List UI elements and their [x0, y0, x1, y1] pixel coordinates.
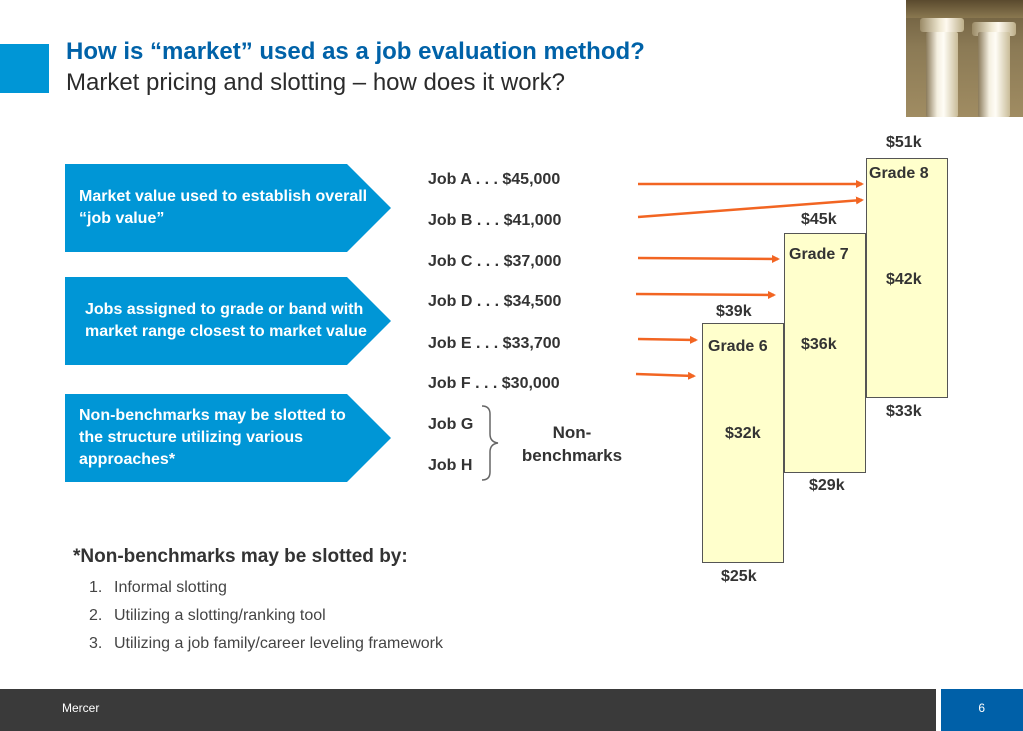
- grade-6-min: $25k: [721, 568, 757, 585]
- grade-6-name: Grade 6: [708, 338, 768, 355]
- slide-subtitle: Market pricing and slotting – how does i…: [66, 69, 565, 96]
- grade-8-mid: $42k: [886, 271, 922, 288]
- notes-list: 1. Informal slotting 2. Utilizing a slotti…: [89, 578, 443, 662]
- job-g-label: Job G: [428, 416, 474, 433]
- callout-grade-assignment: Jobs assigned to grade or band with mark…: [65, 277, 391, 365]
- brace-icon: [481, 405, 499, 481]
- grade-7-mid: $36k: [801, 336, 837, 353]
- callout-text: Market value used to establish overall “…: [79, 188, 368, 227]
- grade-8-name: Grade 8: [869, 165, 929, 182]
- grade-7-name: Grade 7: [789, 246, 849, 263]
- arrow-job-c: [637, 254, 780, 263]
- accent-square: [0, 44, 49, 93]
- job-h-label: Job H: [428, 457, 473, 474]
- grade-7-max: $45k: [801, 211, 837, 228]
- grade-6-max: $39k: [716, 303, 752, 320]
- callout-market-value: Market value used to establish overall “…: [65, 164, 391, 252]
- callout-text: Non-benchmarks may be slotted to the str…: [79, 407, 346, 468]
- non-benchmarks-label: Non-benchmarks: [521, 423, 623, 465]
- job-d-label: Job D . . . $34,500: [428, 293, 562, 310]
- list-item: 2. Utilizing a slotting/ranking tool: [89, 607, 326, 624]
- arrow-job-f: [635, 371, 696, 380]
- list-item: 1. Informal slotting: [89, 579, 227, 596]
- footer-bar: Mercer: [0, 689, 936, 731]
- page-number-box: 6: [941, 689, 1023, 731]
- job-f-label: Job F . . . $30,000: [428, 375, 560, 392]
- footer-brand: Mercer: [62, 701, 100, 715]
- job-b-label: Job B . . . $41,000: [428, 212, 562, 229]
- job-e-label: Job E . . . $33,700: [428, 335, 561, 352]
- grade-8-max: $51k: [886, 134, 922, 151]
- grade-8-min: $33k: [886, 403, 922, 420]
- arrow-job-e: [637, 335, 698, 344]
- job-c-label: Job C . . . $37,000: [428, 253, 562, 270]
- job-to-grade-arrows: [635, 180, 864, 380]
- arrow-job-d: [635, 290, 776, 299]
- columns-photo: [906, 0, 1023, 117]
- grade-6-box: [702, 323, 784, 563]
- grade-6-mid: $32k: [725, 425, 761, 442]
- callout-text: Jobs assigned to grade or band with mark…: [85, 301, 367, 340]
- grade-8-box: [866, 158, 948, 398]
- job-a-label: Job A . . . $45,000: [428, 171, 561, 188]
- slide-title: How is “market” used as a job evaluation…: [66, 38, 645, 65]
- callout-non-benchmarks: Non-benchmarks may be slotted to the str…: [65, 394, 391, 482]
- grade-7-box: [784, 233, 866, 473]
- list-item: 3. Utilizing a job family/career leveling…: [89, 635, 444, 652]
- notes-title: *Non-benchmarks may be slotted by:: [73, 546, 408, 567]
- grade-7-min: $29k: [809, 477, 845, 494]
- arrow-job-b: [637, 196, 864, 219]
- page-number: 6: [978, 701, 985, 715]
